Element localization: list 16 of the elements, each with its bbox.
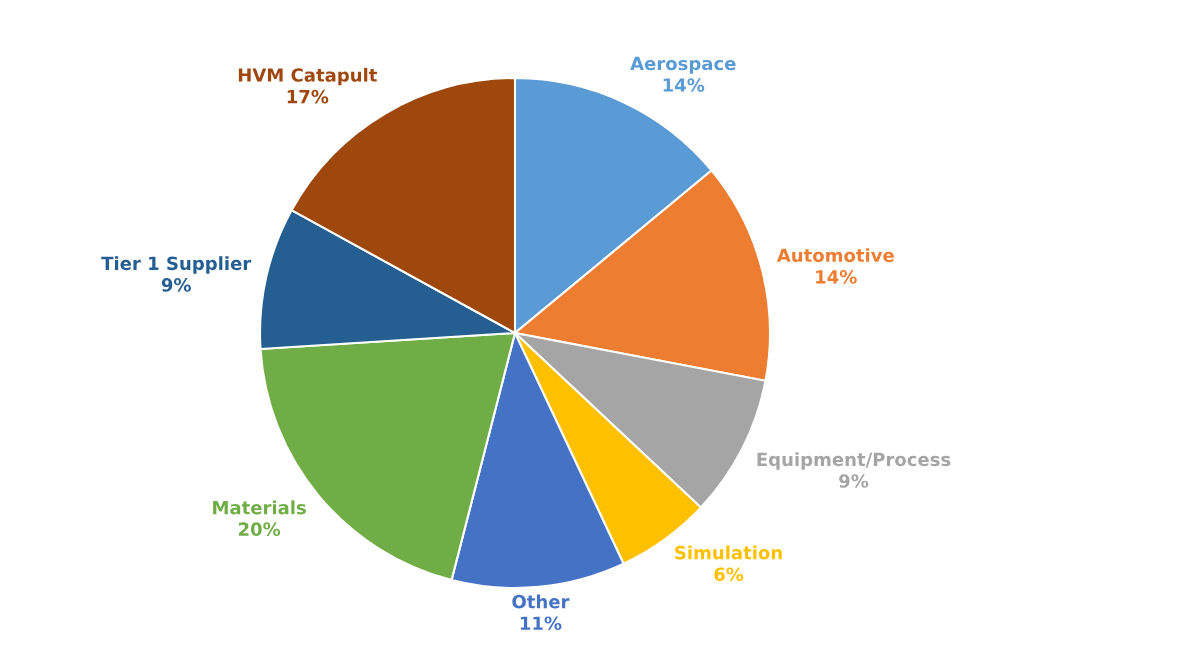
data-label: 20% [238, 522, 281, 536]
slice-label: Simulation [675, 545, 782, 560]
data-label: 17% [287, 89, 329, 104]
slice-label: Aerospace [630, 56, 736, 74]
data-label: 6% [714, 567, 744, 582]
slice-label: Materials [213, 500, 306, 515]
slice-label: Tier 1 Supplier [101, 256, 252, 274]
data-label: 9% [161, 278, 191, 292]
data-label: 14% [816, 270, 857, 284]
data-label: 14% [663, 78, 705, 92]
data-label: 9% [839, 474, 869, 488]
slice-label: Equipment/Process [757, 452, 951, 470]
slice-label: Other [512, 594, 570, 609]
data-label: 11% [520, 616, 562, 631]
slice-label: Automotive [776, 248, 894, 263]
slice-label: HVM Catapult [238, 67, 377, 86]
